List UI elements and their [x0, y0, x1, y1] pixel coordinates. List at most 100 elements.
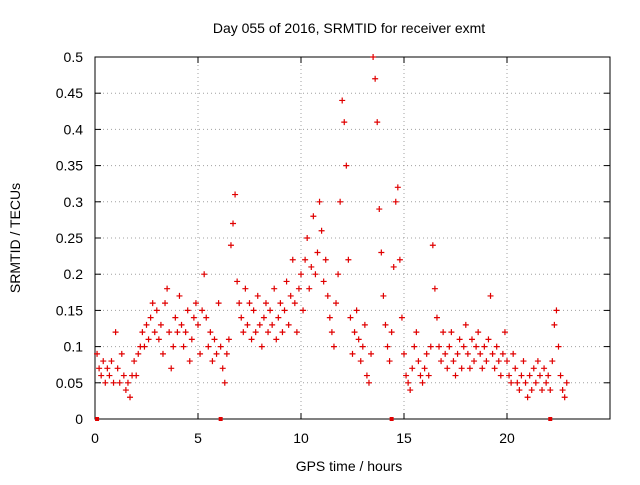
data-point	[302, 256, 309, 263]
data-point	[421, 365, 428, 372]
data-point	[460, 343, 467, 350]
data-point	[553, 307, 560, 314]
data-point	[386, 358, 393, 365]
data-point	[124, 379, 131, 386]
data-point	[293, 329, 300, 336]
data-point	[184, 307, 191, 314]
x-tick-label: 10	[293, 430, 309, 446]
data-point	[316, 198, 323, 205]
data-point	[260, 314, 267, 321]
data-point	[248, 336, 255, 343]
data-point	[131, 358, 138, 365]
data-point	[388, 329, 395, 336]
data-point	[347, 314, 354, 321]
data-point	[510, 350, 517, 357]
data-point	[438, 358, 445, 365]
data-point	[118, 350, 125, 357]
data-point	[209, 358, 216, 365]
data-point	[308, 263, 315, 270]
data-point	[324, 292, 331, 299]
data-point	[176, 292, 183, 299]
data-point	[265, 329, 272, 336]
x-tick-label: 15	[396, 430, 412, 446]
data-point	[398, 314, 405, 321]
data-point	[368, 350, 375, 357]
data-point	[351, 329, 358, 336]
y-tick-label: 0.25	[56, 230, 83, 246]
data-point	[269, 321, 276, 328]
data-point	[555, 343, 562, 350]
x-tick-label: 20	[499, 430, 515, 446]
data-point	[168, 365, 175, 372]
data-point	[528, 387, 535, 394]
data-point	[512, 365, 519, 372]
data-point	[166, 329, 173, 336]
data-point	[330, 343, 337, 350]
y-tick-label: 0.2	[64, 266, 84, 282]
data-point	[559, 387, 566, 394]
data-point	[283, 278, 290, 285]
data-point	[310, 213, 317, 220]
data-point	[487, 292, 494, 299]
data-point	[534, 358, 541, 365]
data-point	[291, 300, 298, 307]
data-point	[186, 358, 193, 365]
data-point	[454, 350, 461, 357]
data-point	[250, 307, 257, 314]
data-point	[396, 256, 403, 263]
data-point	[442, 350, 449, 357]
data-point	[427, 343, 434, 350]
data-point	[139, 329, 146, 336]
x-tick-label: 5	[194, 430, 202, 446]
data-point	[201, 271, 208, 278]
y-tick-label: 0.5	[64, 49, 84, 65]
data-point	[423, 350, 430, 357]
data-point	[359, 343, 366, 350]
data-point	[345, 256, 352, 263]
data-point	[530, 365, 537, 372]
data-point	[197, 350, 204, 357]
data-point	[252, 329, 259, 336]
data-point	[499, 350, 506, 357]
data-point	[349, 350, 356, 357]
data-point	[370, 54, 377, 60]
data-point	[335, 271, 342, 278]
data-point	[230, 220, 237, 227]
data-point	[120, 372, 127, 379]
data-point	[300, 307, 307, 314]
data-point	[407, 387, 414, 394]
data-point	[547, 387, 554, 394]
data-point	[452, 372, 459, 379]
data-point	[543, 379, 550, 386]
data-point	[508, 379, 515, 386]
data-point	[343, 162, 350, 169]
data-point	[390, 263, 397, 270]
data-point	[192, 300, 199, 307]
data-point	[199, 307, 206, 314]
data-point	[339, 97, 346, 104]
data-point	[518, 372, 525, 379]
data-point	[501, 329, 508, 336]
data-point	[110, 379, 117, 386]
chart-title: Day 055 of 2016, SRMTID for receiver exm…	[213, 20, 485, 36]
data-point	[545, 372, 552, 379]
gap-markers	[95, 417, 553, 421]
data-point	[143, 321, 150, 328]
data-point	[380, 292, 387, 299]
data-point	[378, 249, 385, 256]
data-point	[450, 358, 457, 365]
data-point	[415, 358, 422, 365]
data-point	[195, 321, 201, 328]
data-point	[178, 321, 185, 328]
data-point	[242, 285, 249, 292]
data-point	[376, 206, 383, 213]
data-point	[536, 372, 543, 379]
data-point	[106, 372, 113, 379]
data-point	[456, 336, 463, 343]
data-point	[164, 285, 171, 292]
data-point	[207, 329, 214, 336]
data-point	[211, 336, 218, 343]
y-tick-label: 0.05	[56, 375, 83, 391]
data-point	[337, 198, 344, 205]
data-point	[151, 329, 158, 336]
